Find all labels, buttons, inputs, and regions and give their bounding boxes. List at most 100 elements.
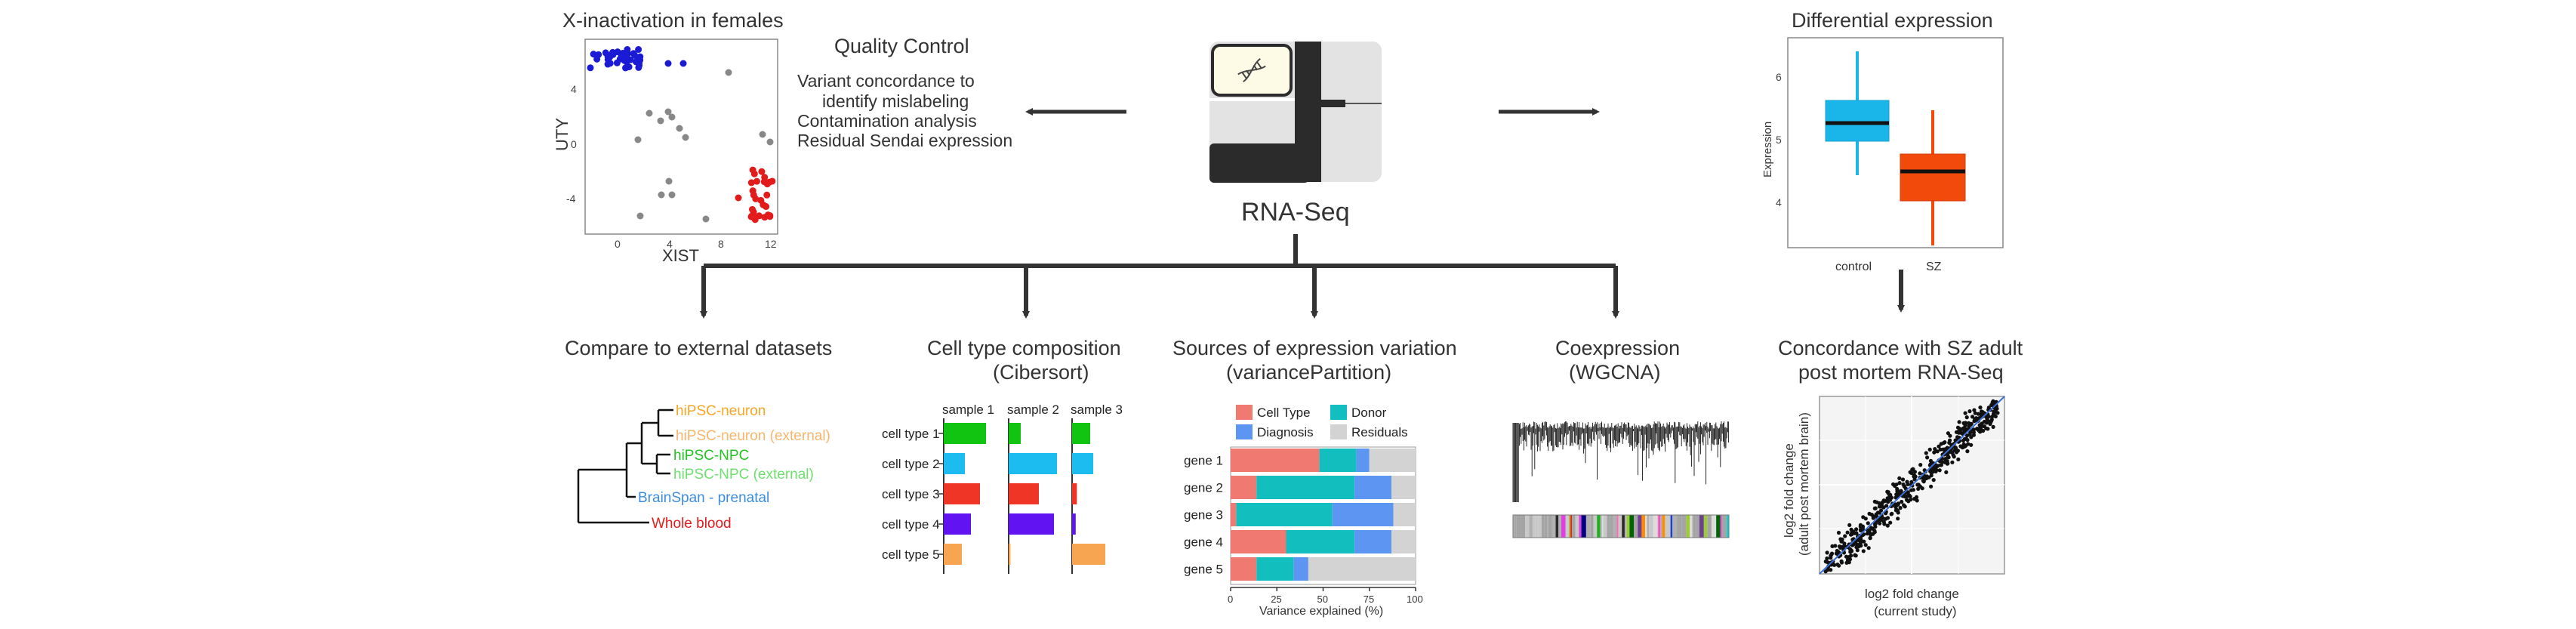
- concordance-point: [1830, 544, 1835, 549]
- concordance-point: [1912, 497, 1917, 501]
- legend-label: Residuals: [1351, 425, 1408, 439]
- concordance-point: [1901, 482, 1906, 487]
- x-tick-8: 8: [718, 238, 724, 250]
- concordance-point: [1866, 521, 1870, 526]
- module-color-strip: [1647, 515, 1650, 538]
- concordance-point: [1900, 499, 1904, 504]
- module-color-strip: [1555, 515, 1559, 538]
- scatter-point-blue: [664, 60, 672, 67]
- cell-type-label: cell type 5: [882, 547, 940, 562]
- concordance-point: [1844, 554, 1849, 559]
- variance-partition-chart: Cell Type Donor Diagnosis Residuals gene 1 ge…: [1184, 405, 1423, 605]
- concordance-point: [1973, 417, 1977, 422]
- concordance-point: [1954, 430, 1959, 434]
- cell-type-bar: [944, 544, 962, 565]
- x-tick-4: 4: [667, 238, 673, 250]
- scatter-point-grey: [702, 215, 710, 223]
- concordance-point: [1906, 482, 1910, 487]
- scatter-point-blue: [590, 51, 597, 58]
- concordance-point: [1946, 431, 1950, 436]
- module-color-strip: [1629, 515, 1634, 538]
- module-color-strip: [1547, 515, 1548, 538]
- concordance-point: [1898, 506, 1903, 510]
- concordance-point: [1885, 516, 1890, 520]
- concordance-point: [1955, 449, 1959, 453]
- module-color-strip: [1601, 515, 1604, 538]
- x-inactivation-ylabel: UTY: [553, 118, 572, 151]
- module-color-strip: [1693, 515, 1696, 538]
- cell-type-bar: [944, 423, 986, 444]
- cell-type-bar: [1009, 513, 1054, 535]
- scatter-point-grey: [725, 69, 732, 76]
- branch-connector: [700, 234, 1905, 319]
- y-tick-4: 4: [571, 83, 577, 95]
- module-color-strip: [1716, 515, 1721, 538]
- module-color-strip: [1603, 515, 1607, 538]
- module-color-strip: [1597, 515, 1601, 538]
- gene-label: gene 2: [1184, 481, 1223, 495]
- concordance-point: [1896, 502, 1900, 507]
- scatter-point-blue: [618, 52, 625, 60]
- variance-bar-segment: [1231, 557, 1257, 581]
- concordance-point: [1893, 505, 1898, 510]
- scatter-point-red: [761, 214, 769, 221]
- concordance-point: [1838, 545, 1843, 550]
- gene-label: gene 3: [1184, 508, 1223, 523]
- cell-type-bar: [1009, 453, 1057, 474]
- variance-x-tick-label: 25: [1271, 594, 1281, 605]
- module-color-strip: [1607, 515, 1610, 538]
- scatter-point-grey: [759, 131, 766, 138]
- concordance-point: [1969, 442, 1974, 447]
- concordance-point: [1934, 469, 1938, 474]
- cell-type-bar: [944, 513, 971, 535]
- sample-label: sample 2: [1007, 402, 1059, 417]
- module-color-strip: [1570, 515, 1573, 538]
- scatter-point-blue: [604, 53, 612, 60]
- concordance-point: [1944, 446, 1949, 452]
- module-color-strip: [1553, 515, 1556, 538]
- variance-bar-segment: [1391, 530, 1416, 553]
- quality-control-title: Quality Control: [834, 35, 969, 57]
- scatter-point-red: [766, 178, 774, 186]
- module-color-strip: [1572, 515, 1576, 538]
- module-color-strip: [1618, 515, 1622, 538]
- concordance-point: [1885, 523, 1890, 528]
- module-color-strip: [1525, 515, 1530, 538]
- rna-seq-label: RNA-Seq: [1241, 198, 1350, 227]
- scatter-point-blue: [636, 53, 644, 60]
- module-color-strip: [1585, 515, 1591, 538]
- concordance-point: [1849, 553, 1853, 558]
- module-color-strip: [1721, 515, 1727, 538]
- module-color-strip: [1686, 515, 1690, 538]
- concordance-point: [1977, 427, 1982, 432]
- box-sz: [1900, 153, 1966, 202]
- module-color-strip: [1548, 515, 1552, 538]
- concordance-point: [1881, 520, 1886, 524]
- qc-line-3: Contamination analysis: [797, 111, 977, 131]
- module-color-strip: [1561, 515, 1566, 538]
- variance-bar-segment: [1231, 503, 1237, 526]
- scatter-point-red: [763, 203, 770, 211]
- concordance-point: [1839, 559, 1844, 564]
- sequencer-icon: [1209, 42, 1382, 183]
- concordance-point: [1908, 494, 1912, 499]
- concordance-point: [1888, 492, 1893, 497]
- module-color-strip: [1558, 515, 1561, 538]
- variance-bar-segment: [1354, 476, 1392, 499]
- module-color-strip: [1669, 515, 1671, 538]
- concordance-point: [1877, 519, 1881, 524]
- scatter-point-blue: [679, 60, 687, 67]
- scatter-point-red: [735, 194, 742, 202]
- variance-title-2: (variancePartition): [1226, 361, 1391, 384]
- concordance-point: [1969, 421, 1974, 426]
- variance-bar-segment: [1286, 530, 1355, 553]
- scatter-point-grey: [657, 117, 664, 125]
- concordance-point: [1961, 438, 1966, 443]
- cell-type-bar: [1009, 544, 1011, 565]
- concordance-point: [1825, 550, 1829, 555]
- cell-type-label: cell type 1: [882, 427, 940, 441]
- legend-swatch: [1330, 424, 1347, 439]
- concordance-point: [1929, 484, 1934, 489]
- concordance-point: [1964, 433, 1969, 438]
- variance-bar-segment: [1319, 449, 1357, 472]
